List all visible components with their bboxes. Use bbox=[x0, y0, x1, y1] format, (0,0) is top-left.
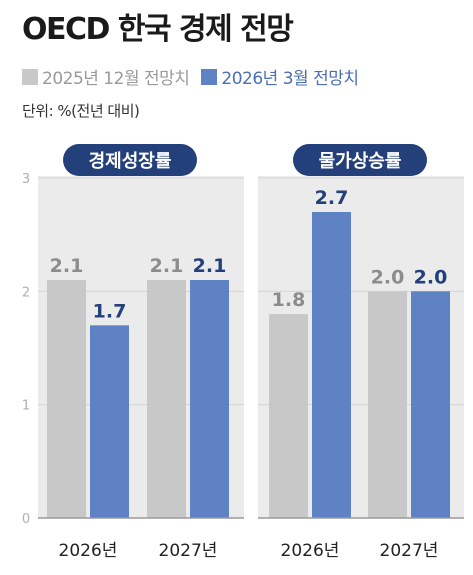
bar-new bbox=[190, 280, 229, 518]
y-tick-label: 2 bbox=[22, 285, 30, 300]
bar-prev bbox=[269, 314, 308, 518]
x-category-label: 2026년 bbox=[281, 541, 340, 561]
legend: 2025년 12월 전망치 2026년 3월 전망치 bbox=[22, 64, 371, 89]
data-label-prev: 1.8 bbox=[272, 289, 306, 311]
bar-new bbox=[411, 291, 450, 518]
data-label-prev: 2.1 bbox=[150, 255, 184, 277]
data-label-new: 2.0 bbox=[414, 266, 448, 288]
data-label-prev: 2.0 bbox=[371, 266, 405, 288]
x-category-label: 2027년 bbox=[380, 541, 439, 561]
y-tick-label: 0 bbox=[22, 512, 30, 527]
legend-swatch-prev bbox=[22, 68, 38, 85]
bar-new bbox=[312, 212, 351, 518]
data-label-prev: 2.1 bbox=[50, 255, 84, 277]
legend-item-prev: 2025년 12월 전망치 bbox=[22, 64, 190, 89]
panel-title-pill bbox=[63, 144, 197, 176]
bar-prev bbox=[368, 291, 407, 518]
panel-title: 물가상승률 bbox=[319, 151, 402, 172]
legend-label-prev: 2025년 12월 전망치 bbox=[42, 69, 190, 89]
y-tick-label: 3 bbox=[22, 172, 30, 187]
legend-item-new: 2026년 3월 전망치 bbox=[201, 64, 359, 89]
x-category-label: 2027년 bbox=[159, 541, 218, 561]
y-tick-label: 1 bbox=[22, 399, 30, 414]
data-label-new: 2.1 bbox=[193, 255, 227, 277]
bar-prev bbox=[47, 280, 86, 518]
data-label-new: 1.7 bbox=[93, 300, 127, 322]
legend-label-new: 2026년 3월 전망치 bbox=[221, 69, 359, 89]
chart-title: OECD 한국 경제 전망 bbox=[22, 12, 294, 47]
bar-prev bbox=[147, 280, 186, 518]
legend-swatch-new bbox=[201, 68, 218, 85]
bar-new bbox=[90, 325, 129, 518]
panel-title: 경제성장률 bbox=[89, 151, 172, 172]
unit-label: 단위: %(전년 대비) bbox=[22, 102, 140, 120]
data-label-new: 2.7 bbox=[315, 187, 349, 209]
x-category-label: 2026년 bbox=[59, 541, 118, 561]
panel-title-pill bbox=[293, 144, 427, 176]
